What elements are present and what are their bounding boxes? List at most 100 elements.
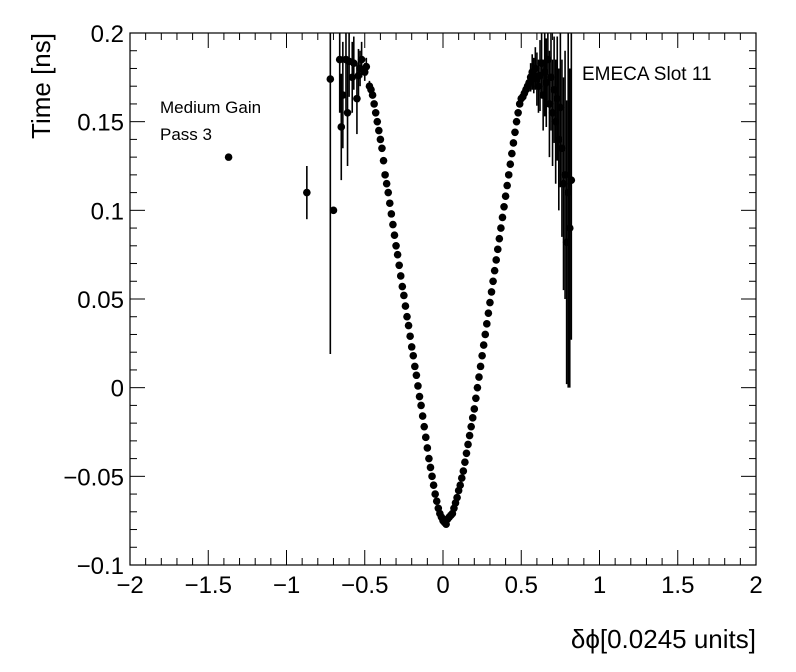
data-point bbox=[456, 481, 465, 490]
data-point bbox=[504, 171, 513, 179]
data-point bbox=[329, 206, 338, 215]
data-point bbox=[379, 156, 388, 165]
data-point bbox=[459, 467, 468, 475]
data-point bbox=[414, 382, 422, 390]
data-point bbox=[417, 401, 425, 410]
data-point bbox=[479, 341, 488, 349]
data-point bbox=[303, 188, 311, 197]
data-point bbox=[473, 383, 482, 392]
data-point bbox=[464, 440, 472, 449]
data-point bbox=[501, 192, 510, 200]
data-point bbox=[343, 109, 352, 117]
data-point bbox=[428, 472, 436, 481]
data-point bbox=[375, 126, 383, 135]
data-point bbox=[472, 394, 480, 403]
data-point bbox=[371, 109, 380, 117]
data-point bbox=[431, 490, 439, 498]
data-point bbox=[368, 91, 377, 99]
plot-frame bbox=[129, 32, 757, 566]
x-tick-label: −1.5 bbox=[185, 572, 232, 599]
data-point bbox=[495, 234, 504, 243]
data-point bbox=[486, 298, 494, 307]
data-point bbox=[462, 449, 471, 458]
data-point bbox=[409, 351, 418, 360]
data-point bbox=[412, 371, 421, 380]
data-point bbox=[483, 320, 491, 328]
data-point bbox=[392, 242, 400, 250]
data-point bbox=[398, 282, 407, 291]
data-point bbox=[415, 392, 424, 401]
data-point bbox=[565, 224, 574, 232]
data-point bbox=[390, 231, 399, 239]
data-point bbox=[453, 493, 461, 502]
data-point bbox=[393, 250, 402, 259]
data-point bbox=[326, 75, 335, 83]
x-tick-label: 2 bbox=[749, 572, 762, 599]
gain-label: Medium Gain bbox=[160, 98, 261, 117]
data-point bbox=[508, 149, 516, 158]
y-tick-label: −0.1 bbox=[77, 553, 124, 580]
data-point bbox=[396, 272, 405, 280]
x-tick-label: 0.5 bbox=[505, 572, 538, 599]
y-tick-label: 0.05 bbox=[77, 287, 124, 314]
data-point bbox=[481, 330, 490, 339]
data-point bbox=[425, 454, 433, 463]
data-point bbox=[382, 179, 391, 188]
y-tick-label: −0.05 bbox=[63, 464, 124, 491]
data-point bbox=[478, 351, 486, 360]
data-point bbox=[490, 266, 499, 275]
data-point bbox=[457, 474, 466, 482]
data-point bbox=[362, 62, 371, 71]
data-point bbox=[487, 288, 496, 296]
data-point bbox=[373, 117, 382, 126]
x-tick-label: 0 bbox=[436, 572, 449, 599]
data-point bbox=[423, 444, 432, 452]
data-point bbox=[389, 220, 397, 229]
x-tick-label: −1 bbox=[273, 572, 300, 599]
data-point bbox=[465, 431, 474, 440]
data-point bbox=[400, 291, 408, 300]
data-point bbox=[335, 55, 344, 64]
data-point bbox=[429, 481, 438, 490]
data-point bbox=[509, 139, 518, 147]
data-point bbox=[432, 497, 441, 505]
data-point bbox=[357, 55, 366, 64]
pass-label: Pass 3 bbox=[160, 125, 212, 144]
data-point bbox=[403, 312, 411, 321]
y-tick-label: 0.15 bbox=[77, 110, 124, 137]
x-tick-label: −2 bbox=[116, 572, 143, 599]
data-point bbox=[370, 100, 378, 108]
data-point bbox=[224, 153, 233, 161]
data-point bbox=[484, 309, 493, 317]
data-point bbox=[378, 144, 386, 153]
y-tick-label: 0 bbox=[111, 376, 124, 403]
data-points bbox=[224, 33, 576, 529]
data-point bbox=[387, 210, 396, 218]
data-point bbox=[511, 128, 519, 137]
data-point bbox=[476, 362, 485, 371]
x-axis-title: δϕ[0.0245 units] bbox=[571, 624, 756, 654]
data-point bbox=[470, 405, 479, 413]
data-point bbox=[468, 414, 477, 422]
x-axis-ticks: −2 −1.5 −1 −0.5 0 0.5 1 1.5 2 bbox=[116, 33, 763, 599]
data-point bbox=[492, 256, 501, 264]
data-point bbox=[349, 59, 358, 67]
data-point bbox=[337, 123, 346, 131]
data-point bbox=[384, 188, 393, 197]
data-point bbox=[475, 373, 483, 381]
data-point bbox=[411, 362, 419, 371]
data-point bbox=[406, 332, 414, 341]
data-point bbox=[420, 422, 429, 431]
x-tick-label: 1 bbox=[593, 572, 606, 599]
x-tick-label: −0.5 bbox=[341, 572, 388, 599]
data-point bbox=[489, 277, 497, 286]
data-point bbox=[461, 458, 469, 466]
data-point bbox=[512, 117, 521, 126]
data-point bbox=[401, 302, 410, 310]
y-axis-title: Time [ns] bbox=[26, 33, 56, 139]
data-point bbox=[500, 202, 508, 211]
data-point bbox=[467, 422, 475, 431]
data-point bbox=[498, 213, 507, 222]
data-point bbox=[497, 224, 505, 232]
